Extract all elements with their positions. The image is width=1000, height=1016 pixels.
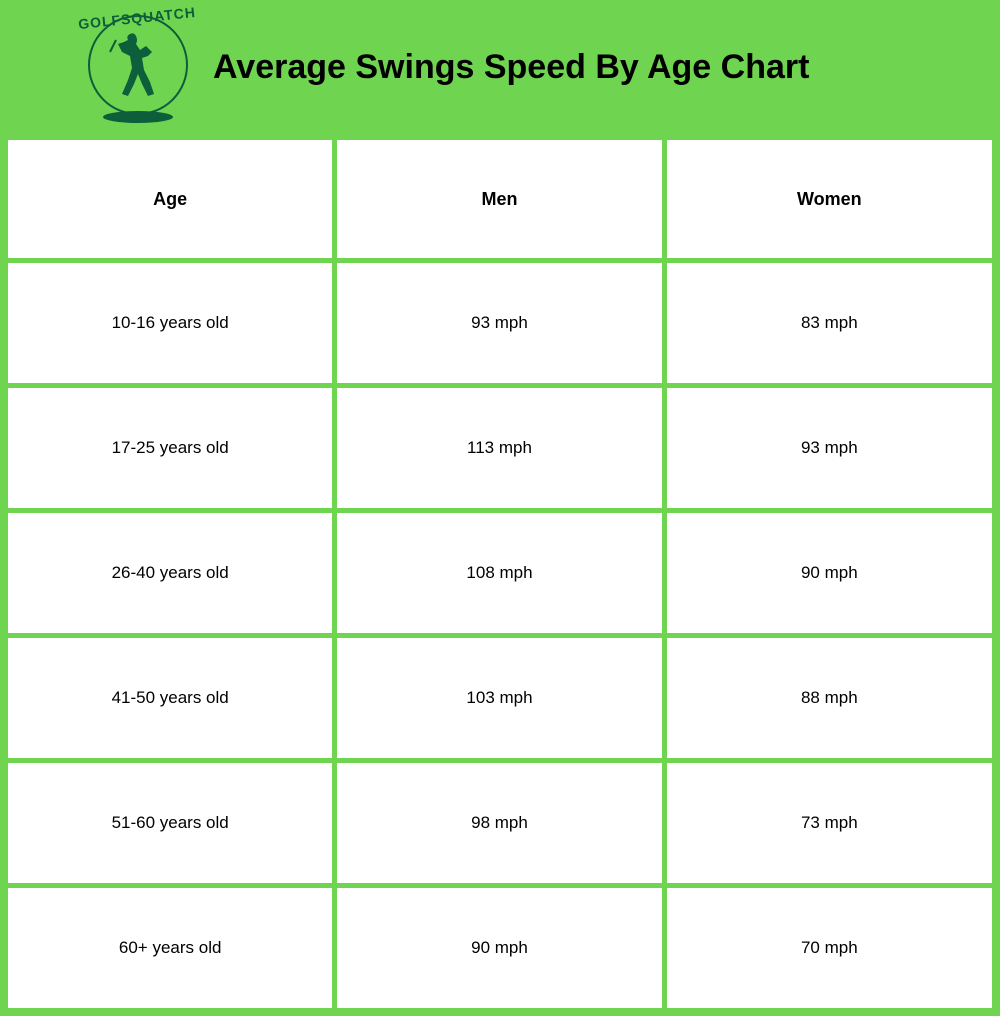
- sasquatch-icon: [108, 32, 168, 102]
- cell-age: 17-25 years old: [8, 388, 332, 508]
- cell-women: 83 mph: [667, 263, 992, 383]
- cell-age: 41-50 years old: [8, 638, 332, 758]
- cell-age: 10-16 years old: [8, 263, 332, 383]
- chart-title: Average Swings Speed By Age Chart: [213, 48, 809, 87]
- table-header-row: Age Men Women: [8, 140, 992, 258]
- column-header-age: Age: [8, 140, 332, 258]
- cell-men: 93 mph: [337, 263, 661, 383]
- table-row: 10-16 years old 93 mph 83 mph: [8, 263, 992, 383]
- column-header-women: Women: [667, 140, 992, 258]
- table-row: 51-60 years old 98 mph 73 mph: [8, 763, 992, 883]
- cell-men: 113 mph: [337, 388, 661, 508]
- swing-speed-table: Age Men Women 10-16 years old 93 mph 83 …: [0, 135, 1000, 1016]
- cell-women: 70 mph: [667, 888, 992, 1008]
- header: GOLFSQUATCH Average Swings Speed By Age …: [0, 0, 1000, 135]
- cell-men: 90 mph: [337, 888, 661, 1008]
- column-header-men: Men: [337, 140, 661, 258]
- cell-men: 98 mph: [337, 763, 661, 883]
- brand-logo-shadow-icon: [103, 111, 173, 123]
- cell-women: 88 mph: [667, 638, 992, 758]
- table-row: 26-40 years old 108 mph 90 mph: [8, 513, 992, 633]
- table-row: 60+ years old 90 mph 70 mph: [8, 888, 992, 1008]
- cell-women: 90 mph: [667, 513, 992, 633]
- cell-men: 108 mph: [337, 513, 661, 633]
- cell-men: 103 mph: [337, 638, 661, 758]
- cell-age: 26-40 years old: [8, 513, 332, 633]
- cell-women: 73 mph: [667, 763, 992, 883]
- brand-logo: GOLFSQUATCH: [80, 10, 195, 125]
- table-row: 41-50 years old 103 mph 88 mph: [8, 638, 992, 758]
- table-row: 17-25 years old 113 mph 93 mph: [8, 388, 992, 508]
- cell-age: 60+ years old: [8, 888, 332, 1008]
- chart-container: GOLFSQUATCH Average Swings Speed By Age …: [0, 0, 1000, 1000]
- cell-women: 93 mph: [667, 388, 992, 508]
- cell-age: 51-60 years old: [8, 763, 332, 883]
